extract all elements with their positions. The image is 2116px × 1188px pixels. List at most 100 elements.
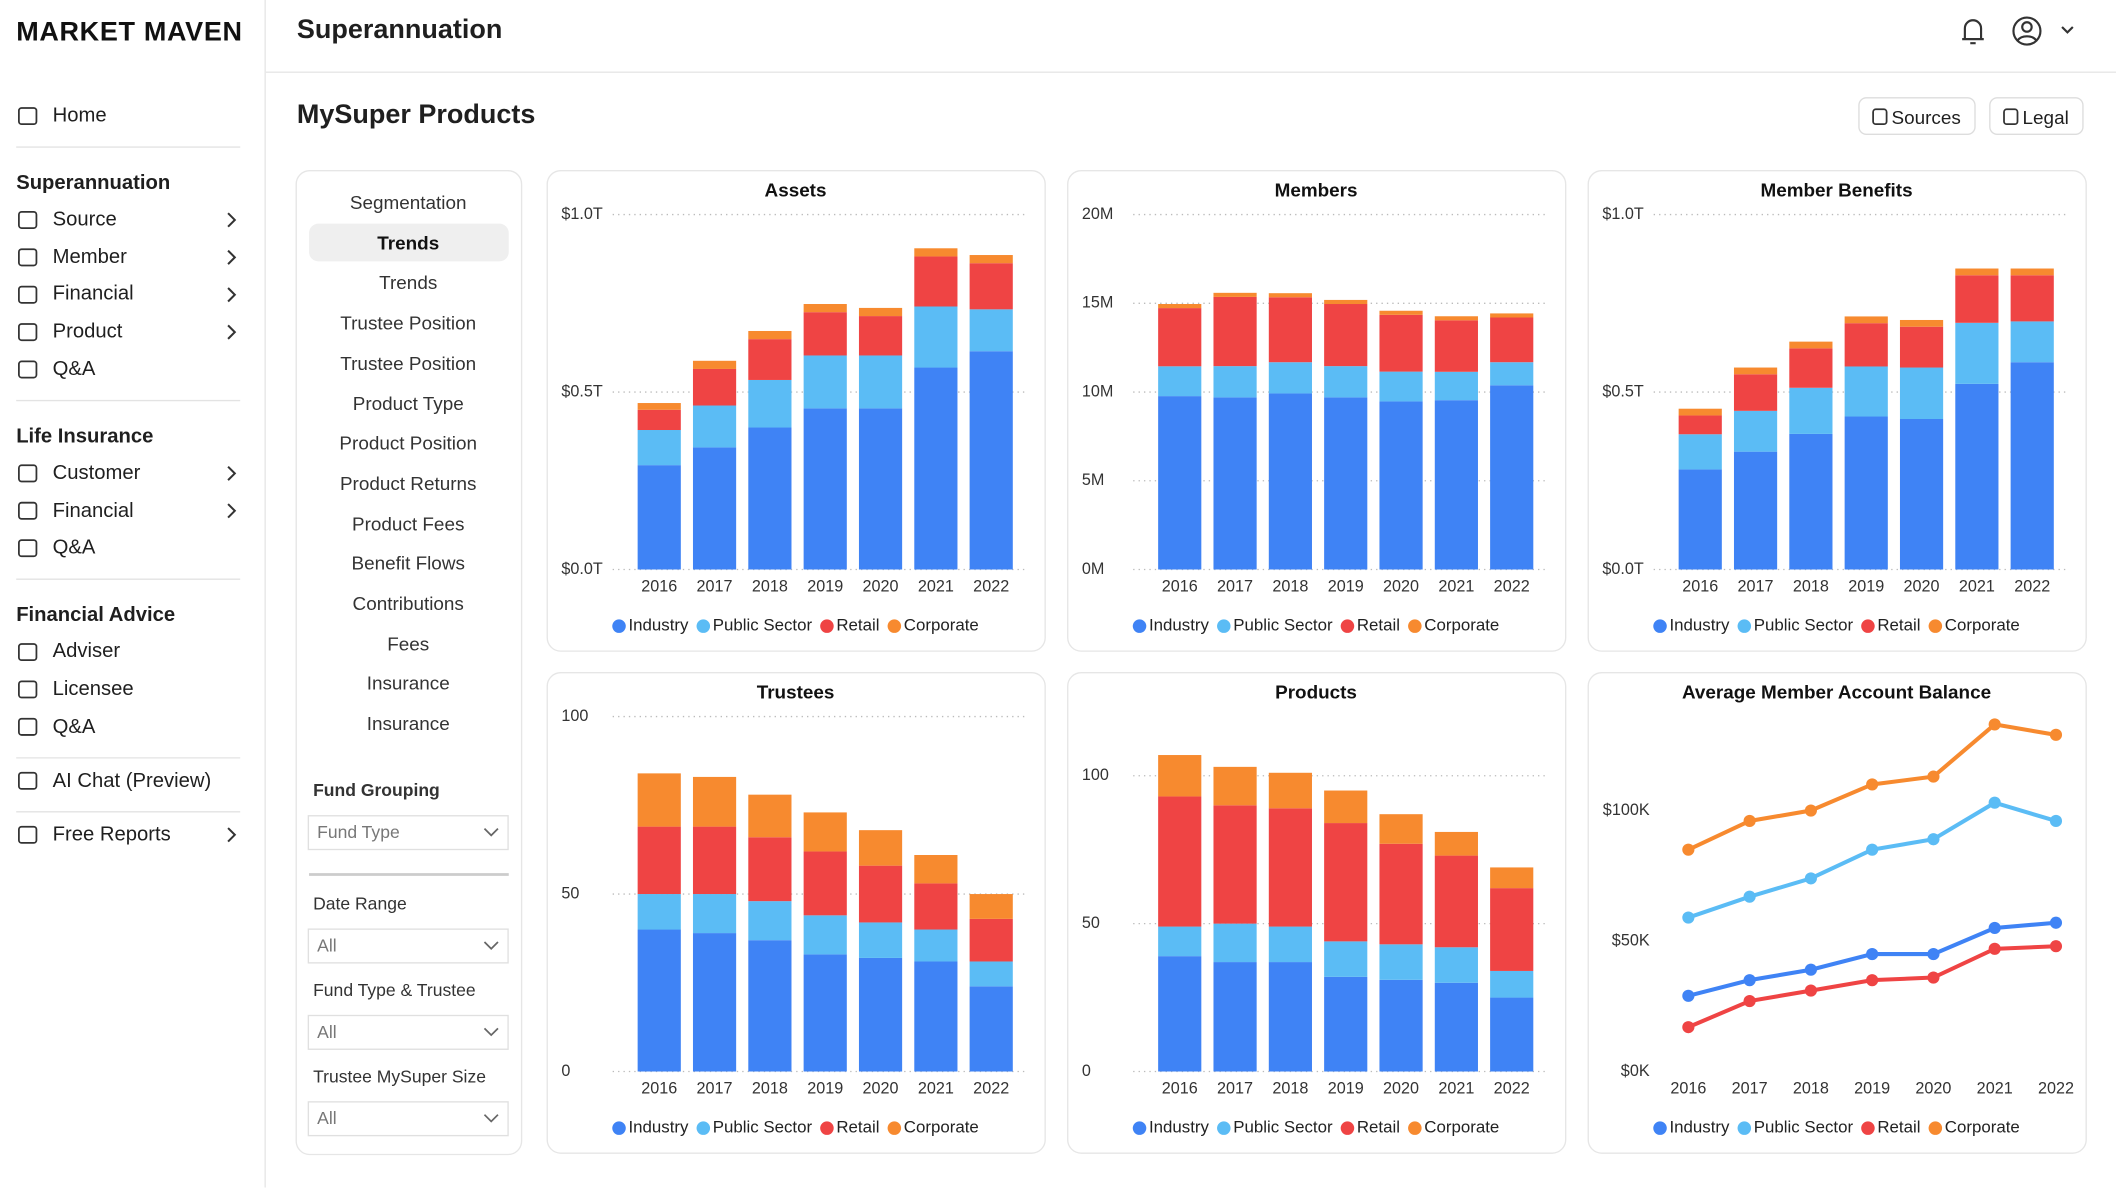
x-tick-label: 2018 <box>752 577 788 595</box>
legend-swatch <box>696 1121 711 1135</box>
toolbar-button[interactable]: Sources <box>1858 97 1976 135</box>
bar-segment <box>914 306 958 368</box>
x-tick-label: 2018 <box>1793 577 1829 595</box>
filter-value[interactable]: All <box>317 1107 337 1129</box>
subnav-item[interactable]: Contributions <box>352 592 464 615</box>
bar-segment <box>1490 362 1534 386</box>
y-tick-label: $0.5T <box>561 382 603 400</box>
filter-value[interactable]: Fund Type <box>317 821 400 843</box>
legend-label: Public Sector <box>1233 1118 1333 1137</box>
bar-segment <box>858 957 903 1072</box>
bar-segment <box>1324 397 1368 570</box>
bar-segment <box>803 355 847 409</box>
legend-swatch <box>820 1121 834 1135</box>
subnav-item[interactable]: Fees <box>387 632 430 655</box>
x-tick-label: 2016 <box>1670 1079 1706 1097</box>
bar-segment <box>748 940 792 1072</box>
header-bar <box>265 71 2116 73</box>
legend-swatch <box>1217 1121 1231 1135</box>
subnav-item[interactable]: Trustee Position <box>340 351 477 374</box>
nav-item[interactable]: Q&A <box>52 536 96 559</box>
nav-item[interactable]: Financial <box>52 498 134 522</box>
subnav-item[interactable]: Trends <box>379 271 438 294</box>
bar-segment <box>1268 393 1312 570</box>
legend-swatch <box>887 619 902 633</box>
nav-section-title: Superannuation <box>16 171 171 195</box>
x-tick-label: 2020 <box>1383 577 1419 595</box>
subnav-item[interactable]: Insurance <box>366 712 450 735</box>
bar-segment <box>1158 956 1202 1072</box>
line-point <box>1682 911 1695 924</box>
filter-value[interactable]: All <box>317 935 337 956</box>
line-point <box>1927 770 1940 783</box>
legend-label: Corporate <box>1945 616 2020 635</box>
bar-segment <box>1678 408 1722 416</box>
nav-item[interactable]: Member <box>52 245 127 269</box>
filter-value[interactable]: All <box>317 1021 337 1042</box>
bar-segment <box>969 351 1013 570</box>
nav-chevron <box>227 827 237 843</box>
nav-item[interactable]: Product <box>52 319 123 343</box>
x-tick-label: 2019 <box>1328 1079 1364 1097</box>
bar-segment <box>914 929 958 962</box>
bar-segment <box>1899 326 1944 368</box>
bar-segment <box>914 256 958 307</box>
nav-item[interactable]: Financial <box>52 282 134 306</box>
subnav-item[interactable]: Insurance <box>366 672 450 695</box>
nav-item[interactable]: AI Chat (Preview) <box>52 768 212 792</box>
bar-segment <box>748 339 792 380</box>
nav-chevron <box>227 503 237 519</box>
x-tick-label: 2016 <box>1682 577 1718 595</box>
nav-item[interactable]: Adviser <box>52 639 121 663</box>
bar-segment <box>1158 308 1202 367</box>
subnav-item[interactable]: Benefit Flows <box>351 552 465 574</box>
subnav-item[interactable]: Product Fees <box>352 512 465 534</box>
nav-item[interactable]: Licensee <box>52 677 134 701</box>
subnav-item[interactable]: Trends <box>377 231 440 254</box>
line-point <box>1866 974 1879 987</box>
chart-card: Products 0 50 100 2016 2017 2018 2019 2020 2021 20… <box>1067 672 1567 1154</box>
bar-segment <box>969 961 1013 987</box>
nav-item[interactable]: Home <box>52 103 107 127</box>
x-tick-label: 2019 <box>1854 1079 1890 1097</box>
bar-segment <box>1678 415 1722 435</box>
x-tick-label: 2018 <box>1793 1079 1829 1097</box>
chart-card: Trustees 0 50 100 2016 2017 2018 2019 2020 2021 20… <box>546 672 1046 1154</box>
bar-segment <box>1434 320 1478 372</box>
legend-swatch <box>1861 1121 1875 1135</box>
subnav-item[interactable]: Product Type <box>352 392 464 414</box>
subnav-item[interactable]: Segmentation <box>349 191 467 214</box>
bar-segment <box>803 851 847 916</box>
legend-swatch <box>1408 1121 1422 1135</box>
bar-segment <box>969 263 1013 310</box>
x-tick-label: 2018 <box>752 1079 788 1097</box>
nav-item[interactable]: Customer <box>52 461 141 485</box>
nav-item[interactable]: Q&A <box>52 714 96 738</box>
bar-segment <box>692 776 737 827</box>
bar-segment <box>1379 814 1423 844</box>
bar-segment <box>1733 367 1778 375</box>
x-tick-label: 2020 <box>863 577 899 595</box>
subnav-item[interactable]: Trustee Position <box>340 311 477 334</box>
nav-item[interactable]: Source <box>52 207 117 231</box>
legend: Industry Public Sector Retail Corporate <box>612 616 979 635</box>
bar-segment <box>1789 387 1833 434</box>
subnav-item[interactable]: Product Returns <box>339 472 477 494</box>
toolbar-button[interactable]: Legal <box>1989 97 2084 135</box>
legend-label: Public Sector <box>1754 616 1854 635</box>
bar-segment <box>692 368 737 406</box>
user-menu[interactable] <box>2012 16 2074 46</box>
y-tick-label: $0.0T <box>1602 560 1644 578</box>
bell-icon[interactable] <box>1962 19 1984 45</box>
subnav-item[interactable]: Product Position <box>339 432 478 454</box>
nav-item[interactable]: Q&A <box>52 357 96 381</box>
bar-segment <box>1213 296 1257 367</box>
nav-item[interactable]: Free Reports <box>52 822 171 846</box>
filter-select <box>307 1101 509 1137</box>
legend-swatch <box>696 619 711 633</box>
legend: Industry Public Sector Retail Corporate <box>1132 616 1499 635</box>
bar-segment <box>1379 310 1423 315</box>
legend-swatch <box>1653 619 1667 633</box>
bar-segment <box>1434 400 1478 570</box>
legend-label: Industry <box>628 616 689 635</box>
